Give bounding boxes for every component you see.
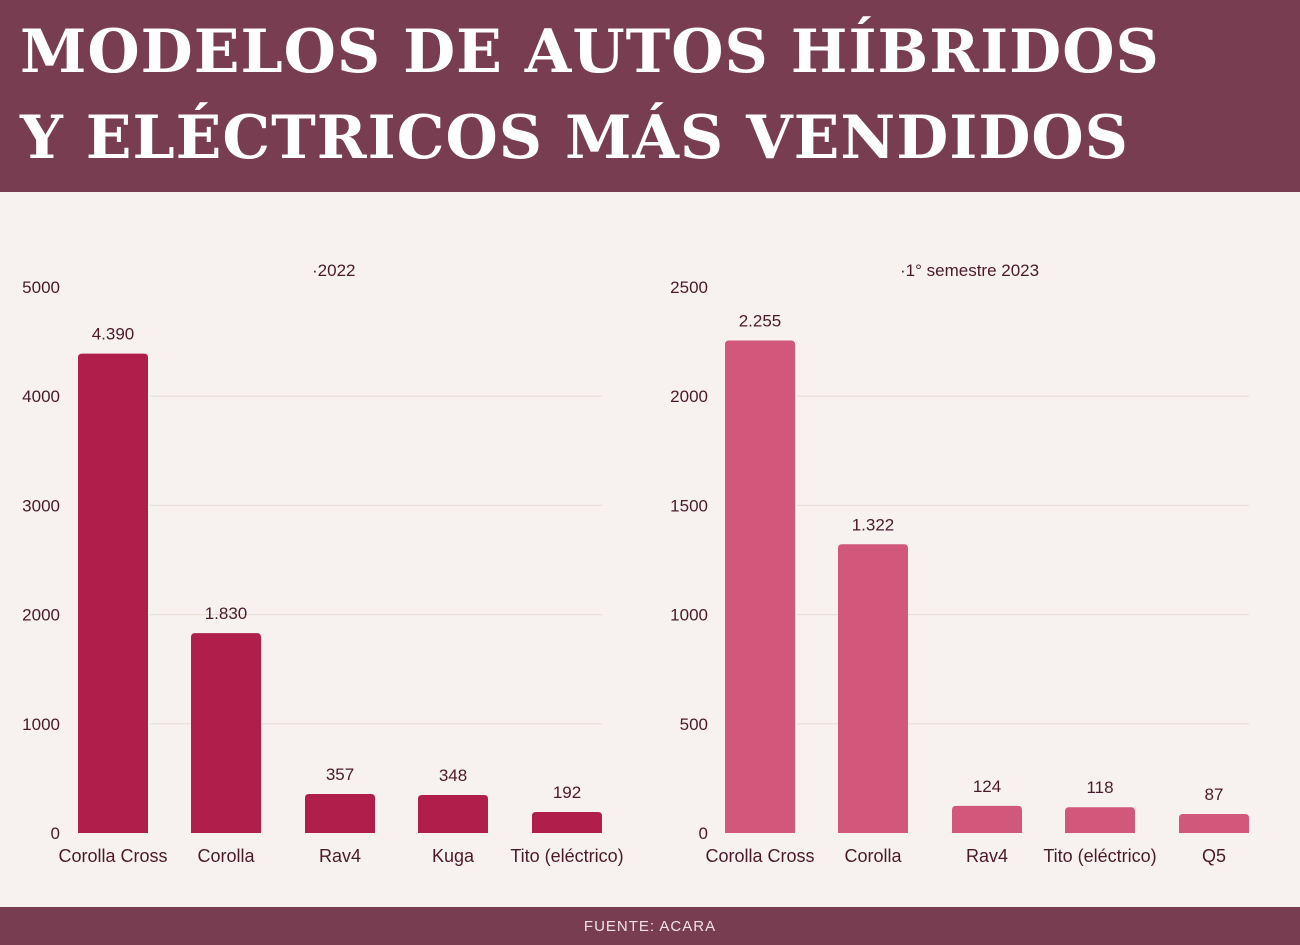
bar-value-label: 87 xyxy=(1205,785,1224,804)
bar xyxy=(191,633,261,833)
x-category-label: Corolla xyxy=(844,846,902,866)
bar-value-label: 192 xyxy=(553,783,581,802)
bar xyxy=(532,812,602,833)
bar xyxy=(1179,813,1249,833)
x-category-label: Kuga xyxy=(432,846,475,866)
x-category-label: Corolla xyxy=(197,846,255,866)
y-tick-label: 1000 xyxy=(22,715,60,734)
bar-value-label: 357 xyxy=(326,765,354,784)
y-tick-label: 5000 xyxy=(22,278,60,297)
bar xyxy=(78,353,148,833)
bar-value-label: 348 xyxy=(439,766,467,785)
bar xyxy=(305,794,375,833)
bar xyxy=(725,340,795,833)
y-tick-label: 0 xyxy=(51,824,60,843)
bar xyxy=(418,794,488,833)
y-tick-label: 2000 xyxy=(670,387,708,406)
y-tick-label: 1500 xyxy=(670,496,708,515)
bar xyxy=(1065,807,1135,833)
bar-value-label: 2.255 xyxy=(739,312,782,331)
x-category-label: Tito (eléctrico) xyxy=(510,846,623,866)
bar xyxy=(952,805,1022,833)
header-banner: MODELOS DE AUTOS HÍBRIDOS Y ELÉCTRICOS M… xyxy=(0,0,1300,192)
x-category-label: Corolla Cross xyxy=(58,846,167,866)
chart-subtitle: ·1° semestre 2023 xyxy=(900,261,1039,280)
footer-bar: FUENTE: ACARA xyxy=(0,907,1300,945)
bar-value-label: 1.322 xyxy=(852,515,895,534)
source-note: FUENTE: ACARA xyxy=(583,918,717,935)
x-category-label: Q5 xyxy=(1202,846,1226,866)
x-category-label: Rav4 xyxy=(966,846,1008,866)
bar-value-label: 124 xyxy=(973,777,1001,796)
y-tick-label: 3000 xyxy=(22,496,60,515)
x-category-label: Rav4 xyxy=(319,846,361,866)
title-line-2: Y ELÉCTRICOS MÁS VENDIDOS xyxy=(20,103,1129,173)
y-tick-label: 4000 xyxy=(22,387,60,406)
bar-value-label: 118 xyxy=(1086,778,1113,797)
y-tick-label: 1000 xyxy=(670,606,708,625)
y-tick-label: 2000 xyxy=(22,606,60,625)
bar-value-label: 1.830 xyxy=(205,604,248,623)
bar-value-label: 4.390 xyxy=(92,325,135,344)
bar xyxy=(838,544,908,833)
x-category-label: Corolla Cross xyxy=(705,846,814,866)
y-tick-label: 500 xyxy=(680,715,708,734)
chart-subtitle: ·2022 xyxy=(312,261,355,280)
x-category-label: Tito (eléctrico) xyxy=(1043,846,1156,866)
title-line-1: MODELOS DE AUTOS HÍBRIDOS xyxy=(20,17,1160,87)
y-tick-label: 0 xyxy=(699,824,708,843)
y-tick-label: 2500 xyxy=(670,278,708,297)
